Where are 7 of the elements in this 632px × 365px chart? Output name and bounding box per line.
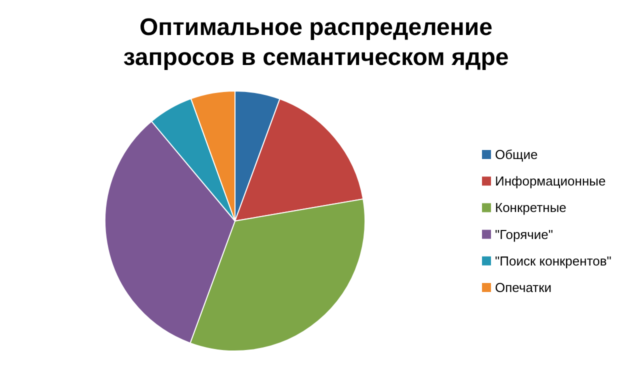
chart-title: Оптимальное распределение запросов в семантическом ядре bbox=[123, 14, 509, 71]
legend-label: "Горячие" bbox=[495, 226, 554, 242]
legend-label: "Поиск конкрентов" bbox=[495, 253, 612, 268]
legend-label: Информационные bbox=[495, 174, 606, 189]
legend-label: Конкретные bbox=[495, 200, 566, 216]
legend-label: Опечатки bbox=[495, 280, 552, 295]
legend-label: Общие bbox=[495, 147, 538, 162]
